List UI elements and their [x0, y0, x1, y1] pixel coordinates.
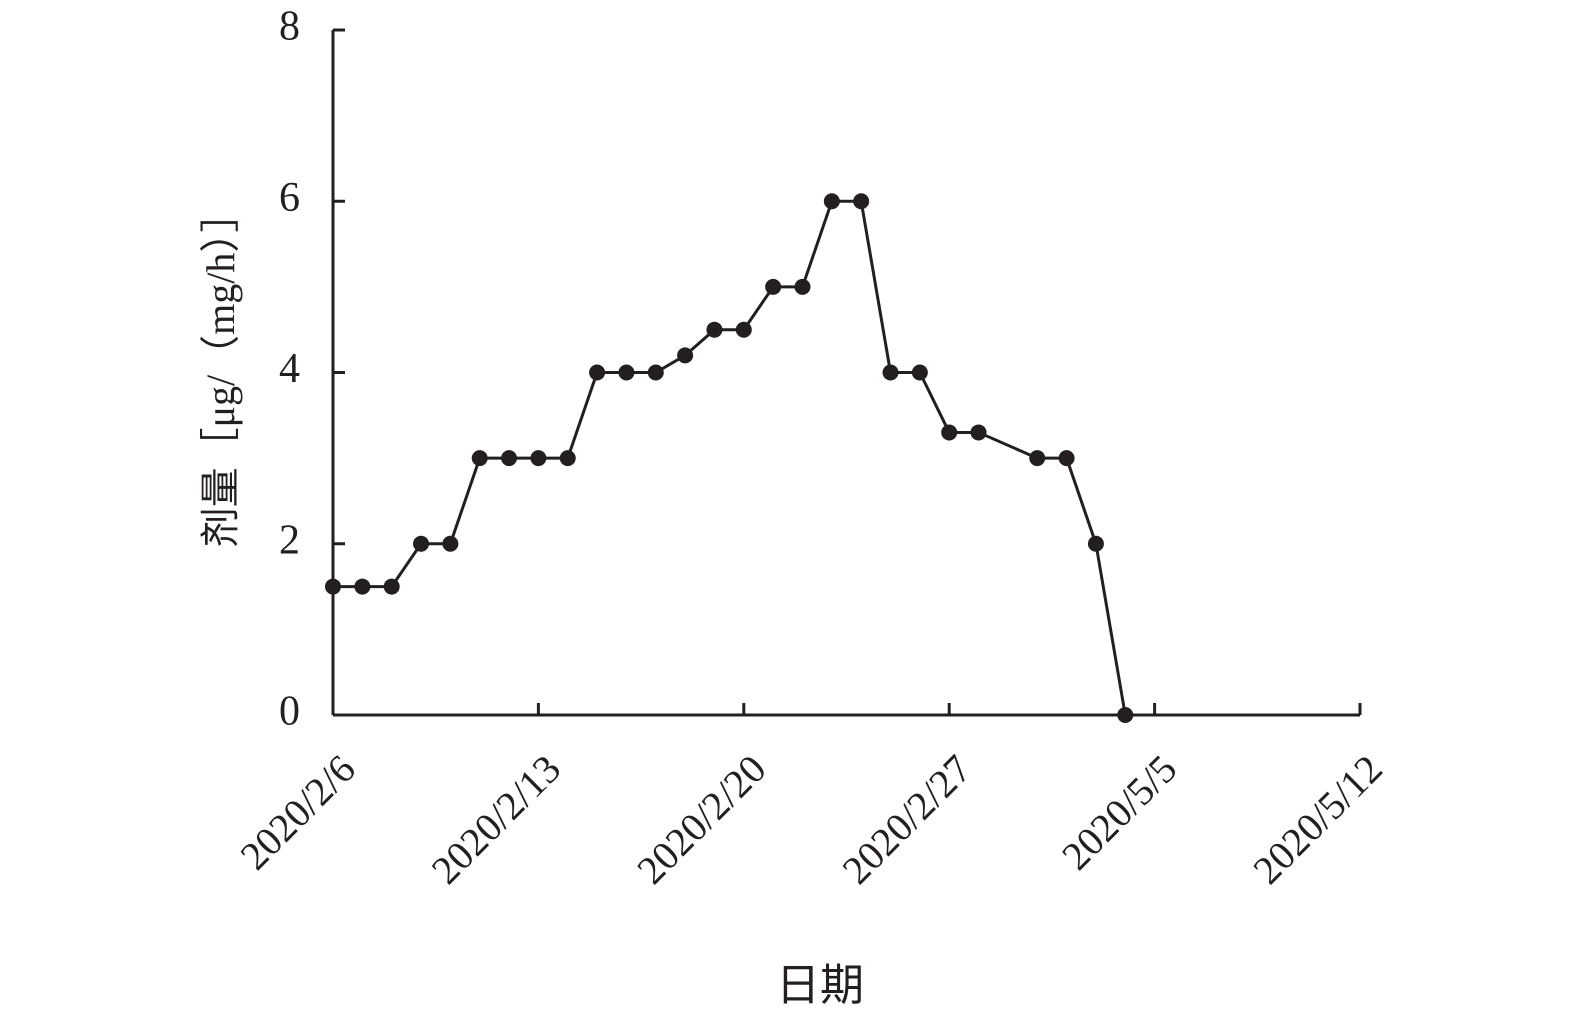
y-tick-label: 0	[279, 689, 300, 735]
data-point	[1117, 707, 1134, 723]
data-point	[794, 278, 811, 295]
data-point	[1029, 450, 1046, 467]
data-point	[618, 364, 635, 381]
y-tick-label: 8	[279, 4, 300, 50]
data-point	[471, 450, 488, 467]
data-point	[823, 193, 840, 210]
x-tick-label: 2020/2/20	[628, 746, 775, 893]
data-point	[589, 364, 606, 381]
data-point	[970, 424, 987, 441]
x-tick-label: 2020/5/5	[1053, 746, 1185, 878]
data-point	[1087, 535, 1104, 552]
x-tick-label: 2020/2/27	[834, 746, 981, 893]
data-point	[501, 450, 518, 467]
data-point	[677, 347, 694, 364]
data-point	[530, 450, 547, 467]
data-point	[559, 450, 576, 467]
x-tick-label: 2020/2/13	[423, 746, 570, 893]
data-point	[882, 364, 899, 381]
data-point	[354, 578, 371, 595]
data-point	[325, 578, 341, 595]
data-point	[413, 535, 430, 552]
x-axis-label: 日期	[776, 961, 864, 1010]
data-point	[941, 424, 958, 441]
y-tick-label: 2	[279, 517, 300, 563]
series-line	[333, 199, 1127, 716]
data-point	[442, 535, 459, 552]
data-point	[647, 364, 664, 381]
y-tick-label: 4	[279, 346, 300, 392]
y-tick-label: 6	[279, 175, 300, 221]
data-point	[853, 193, 870, 210]
y-axis-label: 剂量［μg/（mg/h）］	[198, 193, 243, 548]
x-tick-label: 2020/2/6	[231, 746, 363, 878]
data-point	[1058, 450, 1075, 467]
data-point	[383, 578, 400, 595]
data-point	[706, 321, 723, 338]
data-point	[765, 278, 782, 295]
data-point	[911, 364, 928, 381]
data-point	[735, 321, 752, 338]
x-tick-label: 2020/5/12	[1244, 746, 1391, 893]
